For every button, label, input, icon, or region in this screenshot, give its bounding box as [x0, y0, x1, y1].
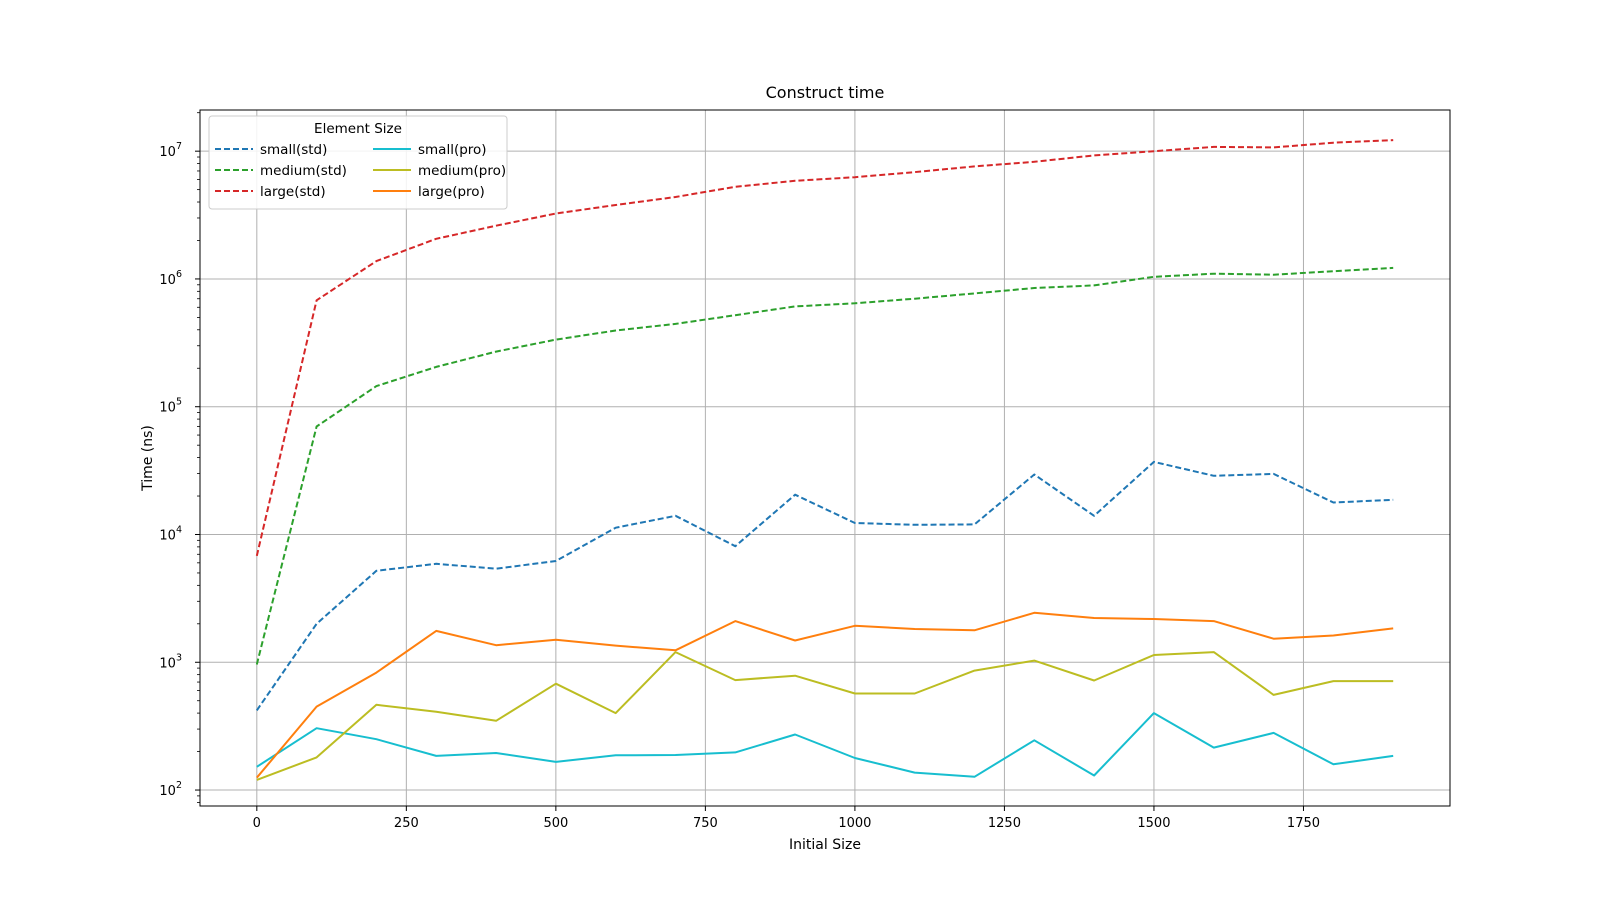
- x-tick-label: 750: [693, 816, 718, 831]
- y-tick-base: 10: [159, 784, 176, 799]
- y-tick-exponent: 6: [176, 269, 182, 280]
- x-tick-label: 500: [543, 816, 568, 831]
- series-line-small(std): [255, 460, 1394, 711]
- x-tick-label: 1250: [988, 816, 1021, 831]
- grid: [200, 110, 1450, 806]
- legend-label: small(std): [260, 142, 327, 158]
- y-tick-label: 103: [159, 652, 182, 671]
- y-axis-label: Time (ns): [140, 425, 156, 492]
- y-tick-base: 10: [159, 656, 176, 671]
- x-tick-label: 1500: [1137, 816, 1170, 831]
- x-tick-label: 250: [394, 816, 419, 831]
- y-tick-exponent: 7: [176, 141, 182, 152]
- series-line-small(pro): [256, 712, 1394, 778]
- y-tick-label: 107: [159, 141, 182, 160]
- legend: Element Size small(std) medium(std) large(…: [208, 115, 508, 210]
- y-tick-exponent: 5: [176, 397, 182, 408]
- y-tick-label: 102: [159, 780, 182, 799]
- y-tick-label: 106: [159, 269, 182, 288]
- x-tick-label: 1750: [1287, 816, 1320, 831]
- series-line-large(std): [255, 139, 1394, 557]
- y-tick-base: 10: [159, 528, 176, 543]
- legend-label: small(pro): [418, 142, 487, 158]
- y-tick-label: 104: [159, 524, 182, 543]
- legend-label: medium(pro): [418, 163, 506, 179]
- legend-title: Element Size: [314, 121, 402, 137]
- y-tick-base: 10: [159, 401, 176, 416]
- y-tick-base: 10: [159, 145, 176, 160]
- series-line-medium(std): [255, 266, 1394, 665]
- y-tick-base: 10: [159, 273, 176, 288]
- legend-label: large(std): [260, 184, 326, 200]
- plot-lines: [255, 139, 1394, 781]
- x-tick-label: 1000: [838, 816, 871, 831]
- y-tick-exponent: 2: [176, 780, 182, 791]
- x-axis-ticks: 0 250 500 750 1000 1250 1500 1750: [253, 806, 1320, 831]
- chart-title: Construct time: [766, 83, 885, 102]
- y-tick-exponent: 4: [176, 524, 182, 535]
- plot-frame: [199, 109, 1451, 807]
- series-line-medium(pro): [256, 651, 1394, 781]
- legend-box: [208, 115, 508, 210]
- legend-label: large(pro): [418, 184, 485, 200]
- x-tick-label: 0: [253, 816, 261, 831]
- legend-label: medium(std): [260, 163, 347, 179]
- series-line-large(pro): [256, 611, 1394, 779]
- y-tick-exponent: 3: [176, 652, 182, 663]
- x-axis-label: Initial Size: [789, 837, 861, 853]
- y-tick-label: 105: [159, 397, 182, 416]
